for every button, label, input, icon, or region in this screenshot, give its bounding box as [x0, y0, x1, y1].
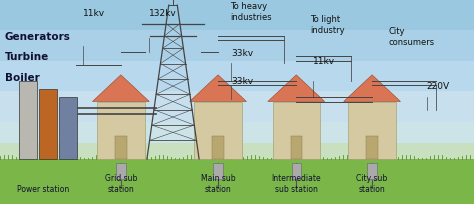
Bar [292, 163, 301, 180]
Bar [19, 82, 37, 159]
Text: City sub
station: City sub station [356, 173, 388, 193]
Text: 220V: 220V [427, 81, 450, 90]
Bar [194, 102, 242, 159]
Bar [213, 163, 223, 180]
Bar [0, 0, 474, 31]
Bar [0, 61, 474, 92]
Bar [39, 90, 57, 159]
Text: To light
industry: To light industry [310, 14, 345, 34]
Bar [367, 163, 377, 180]
Text: 11kv: 11kv [83, 9, 105, 18]
Text: 132kv: 132kv [149, 9, 177, 18]
Bar [0, 92, 474, 122]
Bar [212, 136, 224, 159]
Bar [0, 31, 474, 61]
Text: Turbine: Turbine [5, 52, 49, 62]
Bar [291, 136, 302, 159]
Polygon shape [344, 75, 401, 102]
Bar [366, 136, 378, 159]
Text: Boiler: Boiler [5, 73, 39, 82]
Bar [0, 159, 474, 204]
Polygon shape [190, 75, 246, 102]
Text: Main sub
station: Main sub station [201, 173, 236, 193]
Bar [0, 143, 474, 159]
Text: To heavy
industries: To heavy industries [230, 2, 272, 22]
Text: Intermediate
sub station: Intermediate sub station [272, 173, 321, 193]
Text: Grid sub
station: Grid sub station [105, 173, 137, 193]
Text: Generators: Generators [5, 32, 71, 42]
Bar [115, 136, 127, 159]
Bar [59, 98, 77, 159]
Bar [273, 102, 320, 159]
Text: City
consumers: City consumers [389, 27, 435, 47]
Text: 33kv: 33kv [231, 77, 254, 86]
Text: 33kv: 33kv [231, 49, 254, 58]
Bar [97, 102, 145, 159]
Bar [116, 163, 126, 180]
Text: Power station: Power station [17, 184, 69, 193]
Polygon shape [268, 75, 325, 102]
Polygon shape [92, 75, 149, 102]
Bar [348, 102, 396, 159]
Text: 11kv: 11kv [313, 57, 335, 66]
Bar [0, 122, 474, 143]
